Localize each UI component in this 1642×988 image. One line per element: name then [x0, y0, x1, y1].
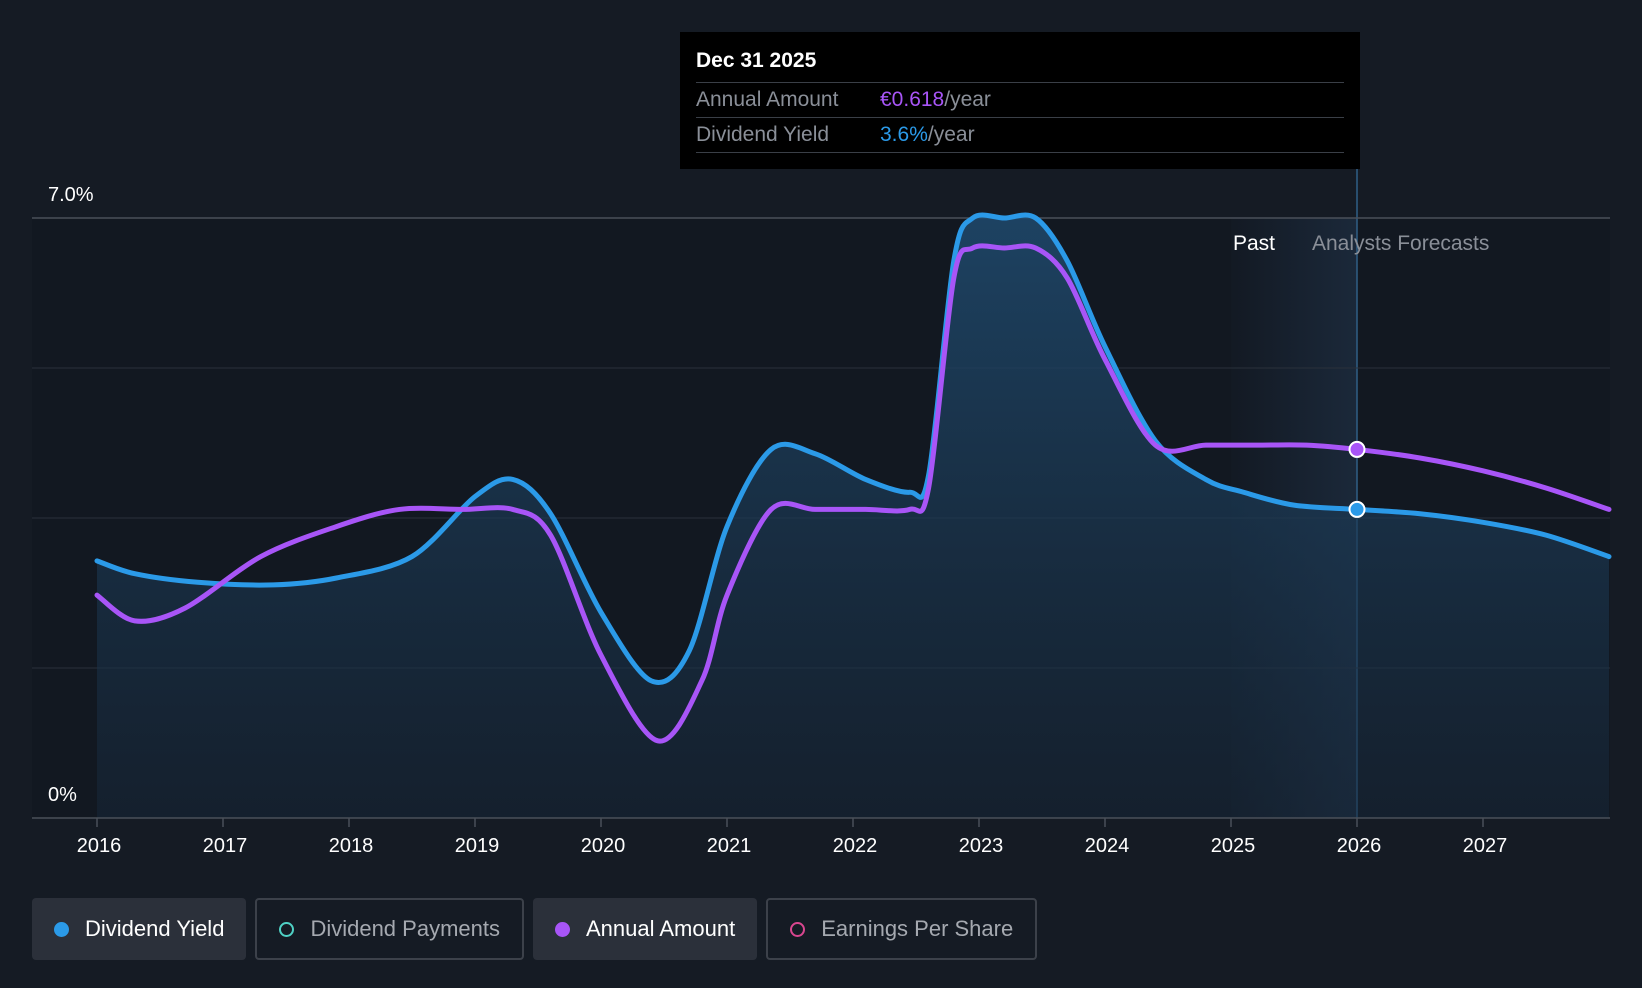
x-tick-label: 2023: [959, 835, 1004, 857]
tooltip-unit: /year: [927, 123, 975, 146]
tooltip-unit: /year: [944, 88, 991, 111]
tooltip-value: €0.618: [880, 88, 945, 111]
tooltip-row-annual: Annual Amount €0.618 /year: [696, 83, 1344, 118]
marker-dividend-yield: [1348, 500, 1366, 518]
forecast-label: Analysts Forecasts: [1312, 232, 1489, 255]
legend-dividend-yield[interactable]: Dividend Yield: [32, 898, 247, 960]
y-tick-label-bottom: 0%: [48, 784, 77, 806]
x-tick-label: 2016: [77, 835, 122, 857]
series-line-annual-amount: [94, 243, 1612, 744]
earnings-per-share-ring-icon: [790, 921, 806, 937]
legend-label: Annual Amount: [585, 916, 736, 941]
x-tick-label: 2027: [1463, 835, 1508, 857]
tooltip-label: Dividend Yield: [696, 123, 830, 146]
x-tick-label: 2021: [707, 835, 752, 857]
y-tick-label-top: 7.0%: [48, 184, 94, 206]
past-label: Past: [1233, 232, 1275, 255]
x-tick-label: 2018: [329, 835, 374, 857]
x-axis: 2016 2017 2018 2019 2020 2021 2022 2023 2024 2025…: [32, 817, 1610, 857]
dividend-payments-ring-icon: [279, 921, 295, 937]
tooltip-label: Annual Amount: [696, 88, 839, 111]
x-tick-label: 2017: [203, 835, 248, 857]
dividend-yield-area: [97, 214, 1609, 818]
series-line-dividend-yield: [94, 212, 1612, 685]
x-tick-label: 2022: [833, 835, 878, 857]
tooltip-row-yield: Dividend Yield 3.6% /year: [696, 118, 1344, 153]
dividend-yield-dot-icon: [54, 921, 69, 937]
legend-label: Dividend Yield: [85, 916, 225, 941]
x-tick-label: 2026: [1337, 835, 1382, 857]
x-tick-label: 2024: [1085, 835, 1130, 857]
marker-annual-amount: [1348, 440, 1366, 458]
x-tick-label: 2025: [1211, 835, 1256, 857]
tooltip-value: 3.6%: [880, 123, 928, 146]
legend: Dividend Yield Dividend Payments Annual …: [32, 898, 1038, 960]
tooltip: Dec 31 2025 Annual Amount €0.618 /year D…: [680, 32, 1360, 169]
tooltip-date: Dec 31 2025: [696, 46, 1344, 83]
dividend-chart: 2016 2017 2018 2019 2020 2021 2022 2023 2024 2025…: [32, 165, 1612, 857]
annual-amount-dot-icon: [554, 921, 570, 937]
legend-dividend-payments[interactable]: Dividend Payments: [255, 898, 524, 960]
x-tick-label: 2019: [455, 835, 500, 857]
legend-annual-amount[interactable]: Annual Amount: [532, 898, 758, 960]
legend-label: Dividend Payments: [310, 916, 500, 941]
legend-label: Earnings Per Share: [821, 916, 1014, 941]
x-tick-label: 2020: [581, 835, 626, 857]
legend-earnings-per-share[interactable]: Earnings Per Share: [766, 898, 1038, 960]
